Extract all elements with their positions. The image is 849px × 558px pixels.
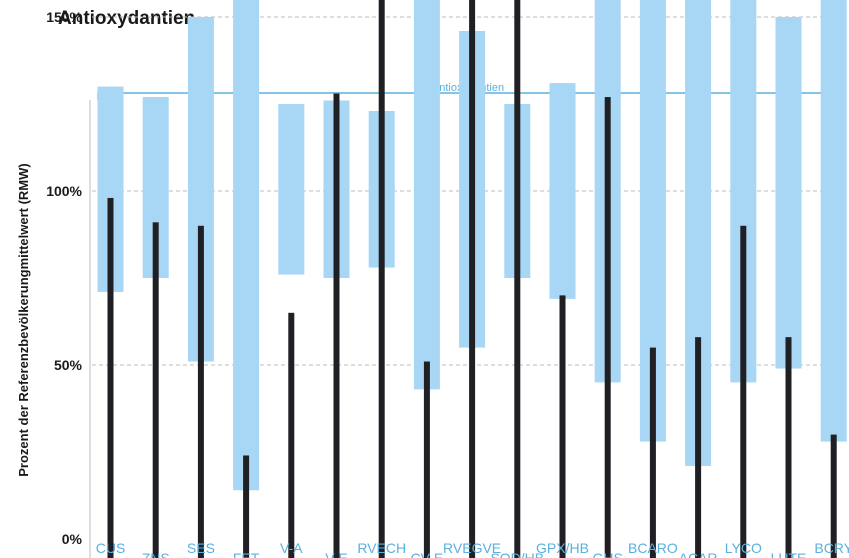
y-tick-label: 100% bbox=[46, 183, 82, 199]
x-tick-label: GPX/HB bbox=[536, 540, 589, 556]
value-bar-cus bbox=[107, 197, 114, 558]
value-bar-ses bbox=[197, 225, 204, 558]
value-bar-zns bbox=[152, 222, 159, 558]
x-tick-label: ZNS bbox=[142, 550, 170, 558]
x-tick-label: V-E bbox=[325, 550, 348, 558]
value-bar-lyco bbox=[740, 225, 747, 558]
x-tick-label: V-A bbox=[280, 540, 303, 556]
value-bar-bcaro bbox=[649, 347, 656, 558]
range-bar-bcry bbox=[820, 0, 847, 442]
x-tick-label: LUTE bbox=[771, 550, 807, 558]
value-bar-v-e bbox=[333, 93, 340, 558]
y-tick-label: 50% bbox=[54, 357, 83, 373]
x-tick-label: FET bbox=[233, 550, 260, 558]
value-bar-rvech bbox=[378, 0, 385, 558]
value-bars bbox=[107, 0, 837, 558]
x-tick-labels: CUSZNSSESFETV-AV-ERVECHCV-ERVEGVESOD/HBG… bbox=[96, 540, 849, 558]
value-bar-fet bbox=[243, 455, 250, 558]
value-bar-gpx-hb bbox=[559, 295, 566, 558]
x-tick-label: LYCO bbox=[725, 540, 762, 556]
value-bar-rvegve bbox=[469, 0, 476, 558]
x-tick-label: CV-E bbox=[411, 550, 444, 558]
page-title: Antioxydantien bbox=[58, 8, 196, 29]
range-bar-gpx-hb bbox=[549, 83, 576, 299]
x-tick-label: GHS bbox=[593, 550, 623, 558]
y-tick-label: 0% bbox=[62, 531, 83, 547]
range-bar-lute bbox=[775, 17, 802, 369]
x-tick-label: ACAR bbox=[679, 550, 718, 558]
x-tick-label: SOD/HB bbox=[490, 550, 544, 558]
y-tick-labels: 0%50%100%150%200%250% bbox=[46, 9, 83, 547]
value-bar-cv-e bbox=[423, 361, 430, 558]
x-tick-label: RVEGVE bbox=[443, 540, 501, 556]
y-axis-label: Prozent der Referenzbevölkerungmittelwer… bbox=[16, 163, 31, 477]
y-tick-label: 150% bbox=[46, 9, 82, 25]
value-bar-sod-hb bbox=[514, 0, 521, 558]
x-tick-label: RVECH bbox=[357, 540, 406, 556]
x-tick-label: BCARO bbox=[628, 540, 678, 556]
x-tick-label: SES bbox=[187, 540, 215, 556]
value-bar-ghs bbox=[604, 97, 611, 558]
value-bar-acar bbox=[695, 337, 702, 558]
range-bar-v-a bbox=[278, 104, 305, 275]
value-bar-bcry bbox=[830, 434, 837, 558]
range-bar-fet bbox=[233, 0, 260, 491]
x-tick-label: BCRY bbox=[814, 540, 849, 556]
value-bar-v-a bbox=[288, 312, 295, 558]
x-tick-label: CUS bbox=[96, 540, 126, 556]
range-bar-cv-e bbox=[413, 0, 440, 390]
value-bar-lute bbox=[785, 337, 792, 558]
